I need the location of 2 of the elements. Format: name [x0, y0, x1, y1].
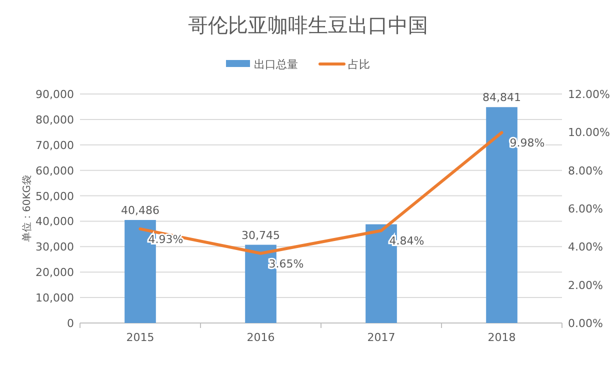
ylabel: 单位：60KG袋: [22, 174, 33, 242]
title: 哥伦比亚咖啡生豆出口中国: [188, 13, 428, 37]
